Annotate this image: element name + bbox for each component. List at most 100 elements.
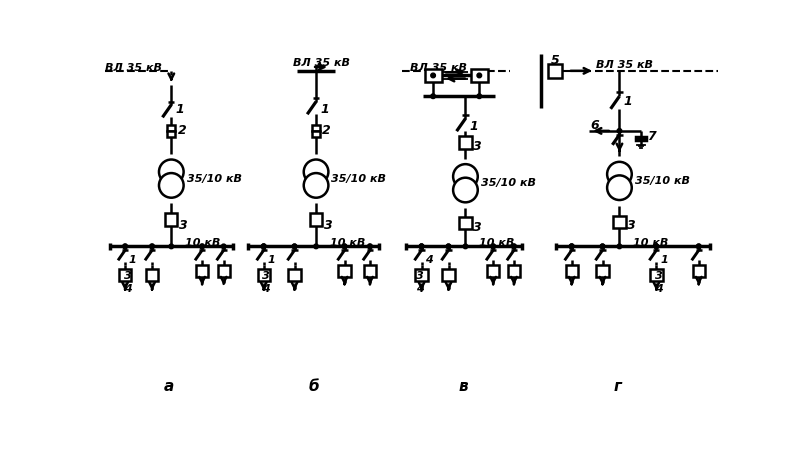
Circle shape xyxy=(122,244,127,249)
Circle shape xyxy=(477,94,482,98)
Bar xyxy=(364,265,376,277)
Bar xyxy=(508,265,520,277)
Bar xyxy=(312,131,320,137)
Text: 1: 1 xyxy=(321,103,330,116)
Circle shape xyxy=(342,244,347,249)
Bar xyxy=(218,265,230,277)
Text: ВЛ 35 кВ: ВЛ 35 кВ xyxy=(596,61,654,70)
Text: 35/10 кВ: 35/10 кВ xyxy=(635,176,690,186)
Text: 4: 4 xyxy=(416,284,424,294)
Circle shape xyxy=(304,173,328,198)
Circle shape xyxy=(617,244,622,249)
Text: 35/10 кВ: 35/10 кВ xyxy=(481,178,536,188)
Circle shape xyxy=(654,244,658,249)
Text: 1: 1 xyxy=(129,255,137,265)
Circle shape xyxy=(570,244,574,249)
Text: 10 кВ: 10 кВ xyxy=(185,238,221,247)
Circle shape xyxy=(150,244,154,249)
Bar xyxy=(167,131,175,137)
Bar xyxy=(165,213,178,225)
Bar xyxy=(693,265,705,277)
Text: в: в xyxy=(458,379,468,394)
Circle shape xyxy=(430,94,435,98)
Text: 4: 4 xyxy=(426,255,433,265)
Circle shape xyxy=(342,244,347,249)
Text: 3: 3 xyxy=(416,271,424,281)
Bar xyxy=(415,269,428,281)
Circle shape xyxy=(292,244,297,249)
Text: 1: 1 xyxy=(176,103,185,116)
Circle shape xyxy=(222,244,226,249)
Circle shape xyxy=(419,244,424,249)
Circle shape xyxy=(600,244,605,249)
Text: ВЛ 35 кВ: ВЛ 35 кВ xyxy=(293,58,350,68)
Circle shape xyxy=(159,159,184,184)
Circle shape xyxy=(122,244,127,249)
Text: 10 кВ: 10 кВ xyxy=(330,238,366,247)
Circle shape xyxy=(169,244,174,249)
Circle shape xyxy=(446,244,451,249)
Circle shape xyxy=(419,244,424,249)
Bar xyxy=(338,265,350,277)
Circle shape xyxy=(159,173,184,198)
Text: б: б xyxy=(309,379,319,394)
Text: 3: 3 xyxy=(324,219,333,232)
Text: 3: 3 xyxy=(655,271,662,281)
Bar xyxy=(146,269,158,281)
Text: 2: 2 xyxy=(178,124,186,137)
Bar xyxy=(288,269,301,281)
Bar xyxy=(258,269,270,281)
Bar xyxy=(471,69,488,82)
Text: 4: 4 xyxy=(262,284,270,294)
Bar xyxy=(614,216,626,228)
Circle shape xyxy=(491,244,495,249)
Circle shape xyxy=(697,244,701,249)
Circle shape xyxy=(453,164,478,189)
Text: 35/10 кВ: 35/10 кВ xyxy=(331,174,386,184)
Text: г: г xyxy=(613,379,621,394)
Text: 4: 4 xyxy=(655,284,662,294)
Text: 1: 1 xyxy=(470,120,478,133)
Text: 1: 1 xyxy=(623,95,632,108)
Text: 7: 7 xyxy=(647,130,656,143)
Circle shape xyxy=(570,244,574,249)
Circle shape xyxy=(304,159,328,184)
Bar xyxy=(167,125,175,131)
Text: 3: 3 xyxy=(123,271,131,281)
Text: ВЛ 35 кВ: ВЛ 35 кВ xyxy=(105,63,162,73)
Text: 10 кВ: 10 кВ xyxy=(634,238,669,247)
Text: 10 кВ: 10 кВ xyxy=(479,238,514,247)
Circle shape xyxy=(607,176,632,200)
Text: 35/10 кВ: 35/10 кВ xyxy=(186,174,242,184)
Circle shape xyxy=(654,244,658,249)
Text: 6: 6 xyxy=(590,119,599,132)
Circle shape xyxy=(512,244,516,249)
Bar xyxy=(650,269,662,281)
Text: ВЛ 35 кВ: ВЛ 35 кВ xyxy=(410,63,467,73)
Circle shape xyxy=(600,244,605,249)
Circle shape xyxy=(200,244,205,249)
Circle shape xyxy=(512,244,516,249)
Bar xyxy=(312,125,320,131)
Circle shape xyxy=(262,244,266,249)
Bar xyxy=(196,265,208,277)
Circle shape xyxy=(292,244,297,249)
Text: 1: 1 xyxy=(267,255,275,265)
Text: 5: 5 xyxy=(550,53,559,66)
Circle shape xyxy=(262,244,266,249)
Text: 3: 3 xyxy=(262,271,270,281)
Circle shape xyxy=(463,244,468,249)
Text: 3: 3 xyxy=(179,219,188,232)
Bar xyxy=(459,136,472,149)
Bar xyxy=(487,265,499,277)
Bar xyxy=(548,64,562,78)
Bar xyxy=(596,265,609,277)
Circle shape xyxy=(697,244,701,249)
Text: 3: 3 xyxy=(627,219,636,232)
Circle shape xyxy=(491,244,495,249)
Circle shape xyxy=(446,244,451,249)
Bar xyxy=(459,217,472,229)
Text: 3: 3 xyxy=(473,140,482,153)
Circle shape xyxy=(200,244,205,249)
Text: 1: 1 xyxy=(660,255,668,265)
